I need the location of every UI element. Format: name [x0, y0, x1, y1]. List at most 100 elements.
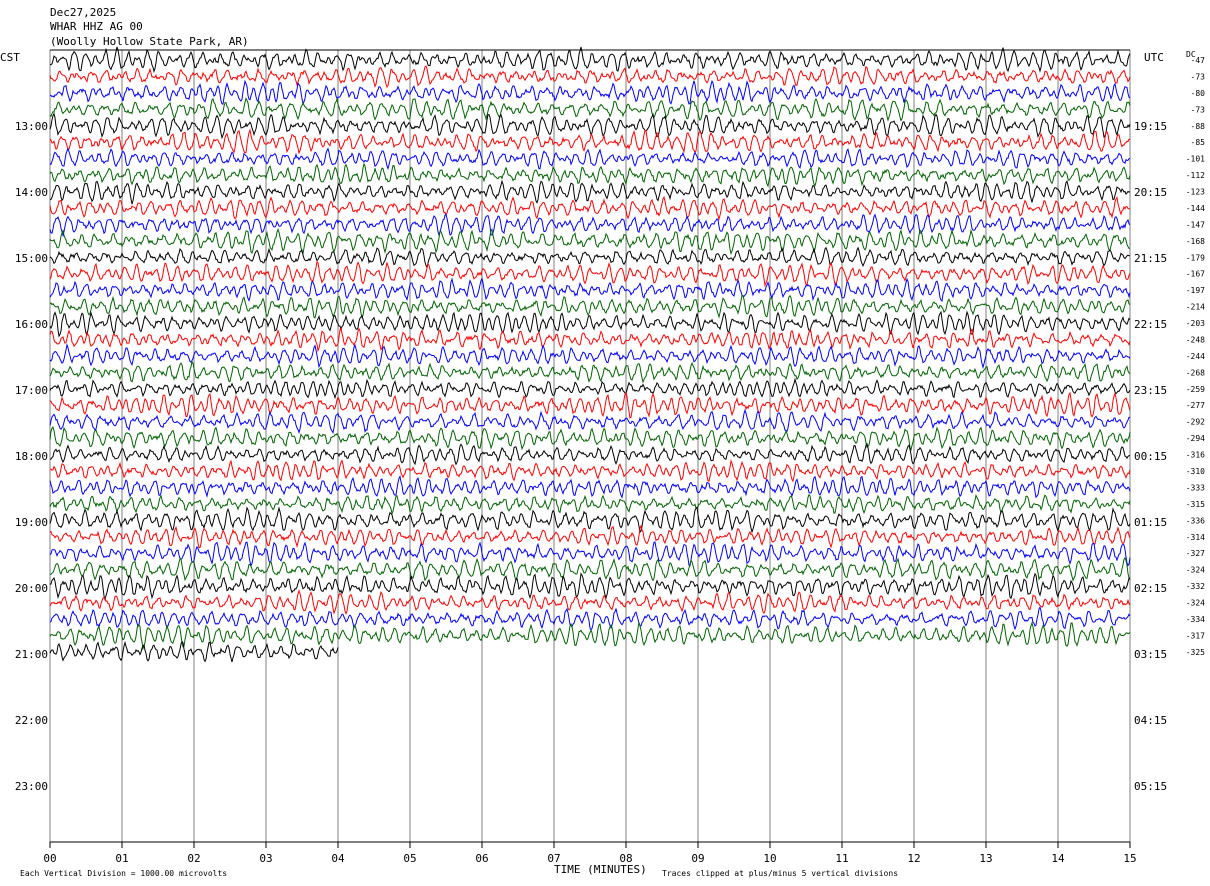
right-hour-label: 05:15	[1134, 780, 1167, 793]
x-tick-label-00: 00	[43, 852, 56, 865]
dc-offset-label: -85	[1191, 138, 1206, 147]
dc-offset-label: -333	[1186, 483, 1205, 492]
x-axis-ticks: 00 01 02 03 04 05 06 07 08 09 10 11 12 13 14 15	[43, 842, 1137, 865]
seismic-trace-34	[49, 589, 1131, 615]
right-hour-label: 00:15	[1134, 450, 1167, 463]
right-hour-label: 04:15	[1134, 714, 1167, 727]
right-hour-label: 20:15	[1134, 186, 1167, 199]
header-station: WHAR HHZ AG 00	[50, 20, 143, 33]
seismic-trace-37	[49, 640, 339, 663]
left-hour-label: 17:00	[15, 384, 48, 397]
right-hour-label: 02:15	[1134, 582, 1167, 595]
dc-header-label: DC	[1186, 50, 1196, 59]
dc-offset-label: -310	[1186, 467, 1205, 476]
right-timezone-label: UTC	[1144, 51, 1164, 64]
x-tick-label-03: 03	[259, 852, 272, 865]
seismic-trace-15	[49, 276, 1131, 303]
dc-offset-label: -168	[1186, 237, 1205, 246]
left-hour-label: 20:00	[15, 582, 48, 595]
dc-offset-label: -332	[1186, 582, 1205, 591]
seismic-trace-36	[49, 621, 1131, 651]
seismic-trace-6	[49, 128, 1131, 155]
seismic-trace-17	[49, 310, 1131, 338]
left-hour-label: 21:00	[15, 648, 48, 661]
dc-offset-label: -327	[1186, 549, 1205, 558]
right-hour-label: 01:15	[1134, 516, 1167, 529]
left-hour-label: 13:00	[15, 120, 48, 133]
dc-offset-label: -80	[1191, 89, 1206, 98]
seismic-trace-8	[49, 162, 1131, 188]
dc-offset-label: -47	[1191, 56, 1206, 65]
dc-offset-label: -112	[1186, 171, 1205, 180]
footer-clip-note: Traces clipped at plus/minus 5 vertical …	[662, 869, 898, 878]
dc-offset-label: -317	[1186, 631, 1205, 640]
x-tick-label-05: 05	[403, 852, 416, 865]
seismic-trace-19	[49, 342, 1131, 370]
seismic-trace-1	[50, 46, 1131, 74]
x-tick-label-13: 13	[979, 852, 992, 865]
x-tick-label-12: 12	[907, 852, 920, 865]
left-hour-label: 16:00	[15, 318, 48, 331]
left-hour-label: 22:00	[15, 714, 48, 727]
dc-offset-label: -277	[1186, 401, 1205, 410]
seismic-trace-35	[49, 605, 1131, 631]
seismic-trace-11	[49, 213, 1131, 238]
dc-offset-label: -197	[1186, 286, 1205, 295]
dc-offset-label: -179	[1186, 253, 1205, 262]
seismic-trace-4	[49, 97, 1131, 122]
seismic-trace-25	[49, 442, 1131, 466]
right-hour-label: 23:15	[1134, 384, 1167, 397]
seismic-trace-20	[49, 360, 1131, 384]
right-hour-label: 19:15	[1134, 120, 1167, 133]
seismic-traces	[49, 46, 1131, 663]
header-location: (Woolly Hollow State Park, AR)	[50, 35, 249, 48]
seismic-trace-30	[49, 524, 1131, 549]
minute-gridlines	[49, 50, 1131, 842]
dc-offset-label: -73	[1191, 105, 1206, 114]
x-tick-label-02: 02	[187, 852, 200, 865]
left-hour-label: 15:00	[15, 252, 48, 265]
seismic-trace-33	[49, 572, 1131, 602]
seismic-trace-13	[49, 246, 1130, 269]
seismic-trace-14	[49, 260, 1131, 288]
seismic-trace-24	[49, 426, 1131, 452]
dc-offset-label: -214	[1186, 303, 1205, 312]
dc-offset-label: -268	[1186, 368, 1205, 377]
dc-offset-label: -73	[1191, 72, 1206, 81]
seismic-trace-32	[49, 556, 1131, 582]
x-tick-label-15: 15	[1123, 852, 1136, 865]
seismic-trace-21	[49, 377, 1131, 400]
x-tick-label-10: 10	[763, 852, 776, 865]
left-timezone-label: CST	[0, 51, 20, 64]
seismic-trace-26	[49, 459, 1131, 483]
x-tick-label-07: 07	[547, 852, 560, 865]
seismic-trace-28	[49, 493, 1131, 516]
x-axis-title: TIME (MINUTES)	[554, 863, 647, 876]
x-tick-label-08: 08	[619, 852, 632, 865]
x-tick-label-06: 06	[475, 852, 488, 865]
dc-offset-label: -167	[1186, 270, 1205, 279]
dc-offset-label: -324	[1186, 566, 1205, 575]
footer-scale-note: Each Vertical Division = 1000.00 microvo…	[20, 869, 227, 878]
dc-offset-label: -123	[1186, 188, 1205, 197]
dc-offset-label: -334	[1186, 615, 1205, 624]
seismic-trace-12	[49, 228, 1131, 256]
dc-offset-label: -203	[1186, 319, 1205, 328]
dc-offset-label: -88	[1191, 122, 1206, 131]
seismic-trace-18	[49, 326, 1131, 353]
dc-offset-label: -244	[1186, 352, 1205, 361]
dc-offset-label: -294	[1186, 434, 1205, 443]
right-hour-label: 03:15	[1134, 648, 1167, 661]
header-date: Dec27,2025	[50, 6, 116, 19]
seismic-trace-10	[49, 195, 1131, 222]
x-tick-label-09: 09	[691, 852, 704, 865]
seismic-trace-2	[49, 65, 1131, 89]
axis-labels: 13:00 14:00 15:00 16:00 17:00 18:00 19:00 20:00…	[15, 56, 1205, 793]
x-tick-label-01: 01	[115, 852, 128, 865]
left-hour-label: 19:00	[15, 516, 48, 529]
dc-offset-label: -292	[1186, 418, 1205, 427]
x-tick-label-11: 11	[835, 852, 848, 865]
seismic-trace-9	[49, 179, 1131, 205]
left-hour-label: 23:00	[15, 780, 48, 793]
plot-axes	[50, 49, 1130, 843]
